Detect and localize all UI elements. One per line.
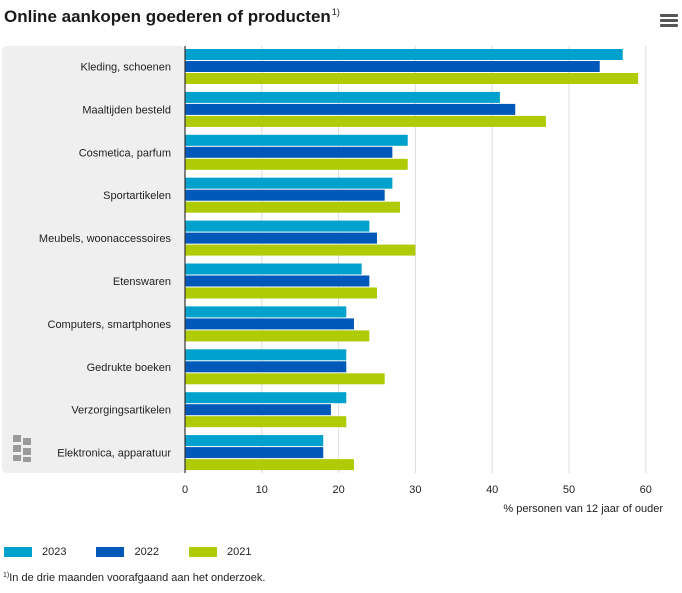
x-tick-labels: 0 10 20 30 40 50 60 xyxy=(182,484,652,496)
footnote-text: In de drie maanden voorafgaand aan het o… xyxy=(9,572,266,584)
bar-2021-5[interactable] xyxy=(185,244,416,256)
bar-2021-1[interactable] xyxy=(185,73,639,84)
bar-2023-7[interactable] xyxy=(185,306,347,318)
bar-2023-1[interactable] xyxy=(185,49,623,60)
bar-2023-6[interactable] xyxy=(185,263,362,275)
x-axis-label: % personen van 12 jaar of ouder xyxy=(503,503,663,515)
x-tick-label: 10 xyxy=(256,484,268,496)
legend: 2023 2022 2021 xyxy=(4,544,281,560)
bar-2021-7[interactable] xyxy=(185,330,370,342)
bar-2022-6[interactable] xyxy=(185,275,370,287)
x-tick-label: 40 xyxy=(486,484,498,496)
footnote: 1)In de drie maanden voorafgaand aan het… xyxy=(3,572,265,584)
bar-2023-8[interactable] xyxy=(185,349,347,361)
chart-title: Online aankopen goederen of producten1) xyxy=(4,7,340,26)
bar-2022-4[interactable] xyxy=(185,189,385,201)
bar-2021-2[interactable] xyxy=(185,115,546,127)
bar-2023-9[interactable] xyxy=(185,392,347,404)
category-label: Verzorgingsartikelen xyxy=(71,405,171,417)
category-label: Maaltijden besteld xyxy=(82,104,171,116)
category-labels: Kleding, schoenen Maaltijden besteld Cosme… xyxy=(39,62,172,460)
legend-label-2022: 2022 xyxy=(134,546,159,558)
legend-item-2022[interactable]: 2022 xyxy=(96,546,159,558)
bar-2022-1[interactable] xyxy=(185,61,600,72)
bar-2023-10[interactable] xyxy=(185,435,324,447)
bar-2022-5[interactable] xyxy=(185,232,377,244)
category-label: Computers, smartphones xyxy=(48,319,172,331)
footnote-marker: 1) xyxy=(3,572,10,579)
title-footnote-marker: 1) xyxy=(331,7,340,17)
bar-2021-8[interactable] xyxy=(185,373,385,385)
legend-swatch-2021 xyxy=(188,547,217,557)
cbs-logo-icon xyxy=(13,435,31,462)
category-panel xyxy=(2,46,185,473)
category-label: Etenswaren xyxy=(113,276,171,288)
category-label: Cosmetica, parfum xyxy=(79,147,171,159)
bar-2022-7[interactable] xyxy=(185,318,354,330)
bar-2022-9[interactable] xyxy=(185,404,331,416)
legend-label-2023: 2023 xyxy=(42,546,67,558)
legend-item-2023[interactable]: 2023 xyxy=(4,546,66,558)
bar-chart: Kleding, schoenen Maaltijden besteld Cosme… xyxy=(2,46,663,515)
bar-2023-5[interactable] xyxy=(185,220,370,232)
x-tick-label: 60 xyxy=(640,484,652,496)
bar-2023-4[interactable] xyxy=(185,177,393,189)
bar-2023-3[interactable] xyxy=(185,134,408,146)
category-label: Kleding, schoenen xyxy=(80,62,171,74)
bar-2023-2[interactable] xyxy=(185,91,500,103)
bar-2021-6[interactable] xyxy=(185,287,377,299)
bar-2021-10[interactable] xyxy=(185,459,354,471)
bar-2022-3[interactable] xyxy=(185,146,393,158)
legend-swatch-2023 xyxy=(4,547,32,557)
x-tick-label: 50 xyxy=(563,484,575,496)
hamburger-menu-icon[interactable] xyxy=(660,14,678,28)
legend-item-2021[interactable]: 2021 xyxy=(188,546,252,558)
bars xyxy=(185,49,639,471)
legend-label-2021: 2021 xyxy=(226,546,252,558)
bar-2022-8[interactable] xyxy=(185,361,347,373)
x-tick-label: 0 xyxy=(182,484,188,496)
bar-2021-4[interactable] xyxy=(185,201,401,213)
bar-2021-3[interactable] xyxy=(185,158,408,170)
category-label: Sportartikelen xyxy=(103,190,171,202)
legend-swatch-2022 xyxy=(96,547,125,557)
category-label: Gedrukte boeken xyxy=(87,362,171,374)
category-label: Elektronica, apparatuur xyxy=(57,448,171,460)
x-tick-label: 30 xyxy=(409,484,421,496)
bar-2022-2[interactable] xyxy=(185,103,516,115)
bar-2022-10[interactable] xyxy=(185,447,324,459)
x-tick-label: 20 xyxy=(332,484,344,496)
bar-2021-9[interactable] xyxy=(185,416,347,428)
category-label: Meubels, woonaccessoires xyxy=(39,233,172,245)
